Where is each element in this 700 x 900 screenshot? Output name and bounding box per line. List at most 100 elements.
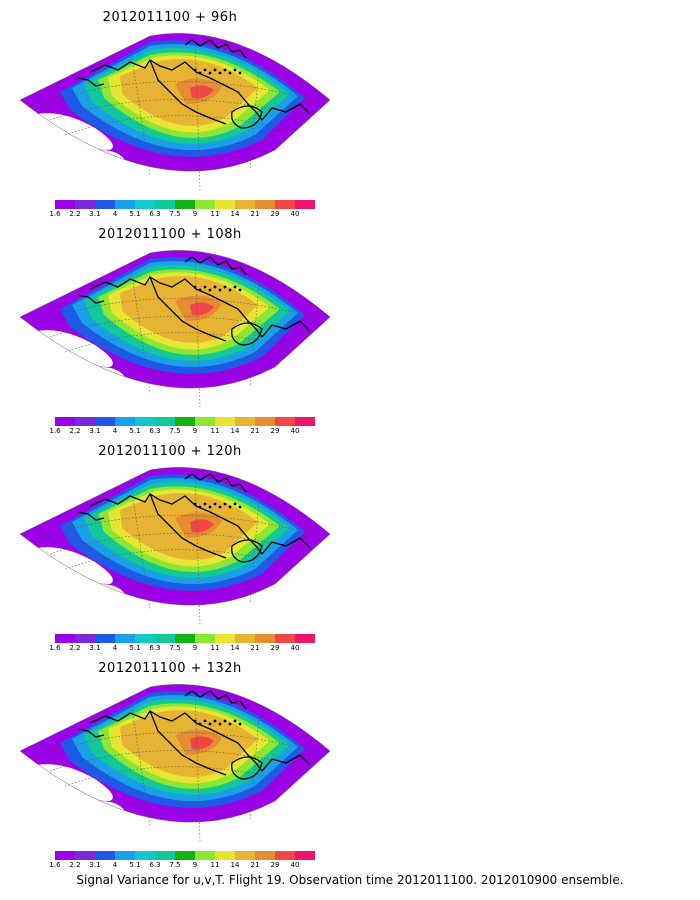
lat-lon-gridline <box>49 316 311 338</box>
observation-dot <box>198 505 202 509</box>
observation-dot <box>193 719 197 723</box>
observation-dot <box>213 68 217 72</box>
observation-dot <box>218 505 222 509</box>
observation-dot <box>208 722 212 726</box>
coastline <box>77 511 105 521</box>
coastline <box>77 728 105 738</box>
observation-dot <box>193 68 197 72</box>
colorbar-label: 14 <box>230 427 240 435</box>
coastline <box>77 77 105 87</box>
variance-map <box>19 467 331 625</box>
variance-map <box>19 684 331 842</box>
colorbar-swatch <box>275 200 295 209</box>
coastline <box>89 59 263 121</box>
lat-lon-gridline <box>64 332 296 353</box>
colorbar-label: 4 <box>112 861 118 869</box>
colorbar-label: 21 <box>250 861 260 869</box>
below-threshold-area <box>32 764 113 801</box>
colorbar-label: 3.1 <box>89 861 101 869</box>
coastline <box>149 59 227 125</box>
observation-dot <box>203 719 207 723</box>
lat-lon-gridline <box>39 732 321 756</box>
below-threshold-area <box>32 330 113 367</box>
colorbar-swatch <box>135 417 155 426</box>
colorbar-swatch <box>175 417 195 426</box>
below-threshold-area <box>32 113 113 150</box>
colorbar-swatch <box>55 634 75 643</box>
colorbar-swatch <box>95 851 115 860</box>
colorbar-label: 2.2 <box>69 210 81 218</box>
coastline <box>149 276 227 342</box>
observation-dot <box>233 285 237 289</box>
colorbar-swatch <box>235 200 255 209</box>
colorbar-label: 1.6 <box>49 861 61 869</box>
variance-map <box>19 33 331 191</box>
colorbar-swatch <box>115 200 135 209</box>
observation-dot <box>223 502 227 506</box>
lat-lon-gridline <box>39 515 321 539</box>
coastline <box>184 256 247 276</box>
map-border <box>19 250 331 389</box>
observation-dot <box>208 505 212 509</box>
colorbar-swatch <box>275 634 295 643</box>
colorbar-swatch <box>195 851 215 860</box>
observation-dot <box>233 719 237 723</box>
lat-lon-gridline <box>64 115 296 136</box>
colorbar-swatch <box>115 634 135 643</box>
colorbar-swatch <box>175 200 195 209</box>
map-border <box>19 33 331 172</box>
panel-132h: 2012011100 + 132h 1.6 2.2 3.1 4 5.1 6.3 7.5 9 11… <box>0 651 340 871</box>
colorbar-swatch <box>235 634 255 643</box>
observation-dot <box>228 71 232 75</box>
colorbar <box>55 417 315 426</box>
lat-lon-gridline <box>39 81 321 105</box>
observation-dot <box>203 68 207 72</box>
colorbar-label: 3.1 <box>89 427 101 435</box>
observation-dot <box>213 502 217 506</box>
colorbar-swatch <box>75 200 95 209</box>
colorbar-swatch <box>115 851 135 860</box>
colorbar-swatch <box>195 200 215 209</box>
colorbar-swatch <box>135 851 155 860</box>
colorbar-label: 4 <box>112 644 118 652</box>
colorbar-label: 2.2 <box>69 861 81 869</box>
colorbar-swatch <box>155 851 175 860</box>
colorbar-swatch <box>75 417 95 426</box>
colorbar-label: 11 <box>210 861 220 869</box>
colorbar-label: 2.2 <box>69 644 81 652</box>
coastline <box>231 322 263 346</box>
colorbar-label: 2.2 <box>69 427 81 435</box>
colorbar-label: 11 <box>210 644 220 652</box>
map-border <box>19 467 331 606</box>
below-threshold-area <box>32 547 113 584</box>
coastline <box>77 294 105 304</box>
colorbar-label: 40 <box>290 861 300 869</box>
colorbar-swatch <box>55 200 75 209</box>
colorbar-swatch <box>235 417 255 426</box>
observation-dot <box>213 719 217 723</box>
coastline <box>231 539 263 563</box>
colorbar-swatch <box>135 634 155 643</box>
map-border <box>19 684 331 823</box>
colorbar-label: 7.5 <box>169 861 181 869</box>
colorbar-swatch <box>115 417 135 426</box>
panel-108h: 2012011100 + 108h 1.6 2.2 3.1 4 5.1 6.3 7.5 9 11… <box>0 217 340 437</box>
coastline <box>89 493 263 555</box>
lat-lon-gridline <box>39 298 321 322</box>
contour-fill-band <box>190 85 214 99</box>
colorbar <box>55 634 315 643</box>
colorbar-label: 5.1 <box>129 210 141 218</box>
colorbar-label: 7.5 <box>169 210 181 218</box>
colorbar-label: 40 <box>290 210 300 218</box>
colorbar-swatch <box>275 417 295 426</box>
observation-dot <box>203 502 207 506</box>
colorbar-label: 7.5 <box>169 427 181 435</box>
contour-fill-band <box>190 736 214 750</box>
observation-dot <box>193 285 197 289</box>
colorbar-label: 11 <box>210 427 220 435</box>
colorbar-swatch <box>155 200 175 209</box>
colorbar-swatch <box>95 417 115 426</box>
observation-dot <box>218 288 222 292</box>
colorbar-swatch <box>235 851 255 860</box>
contour-fill-band <box>190 519 214 533</box>
